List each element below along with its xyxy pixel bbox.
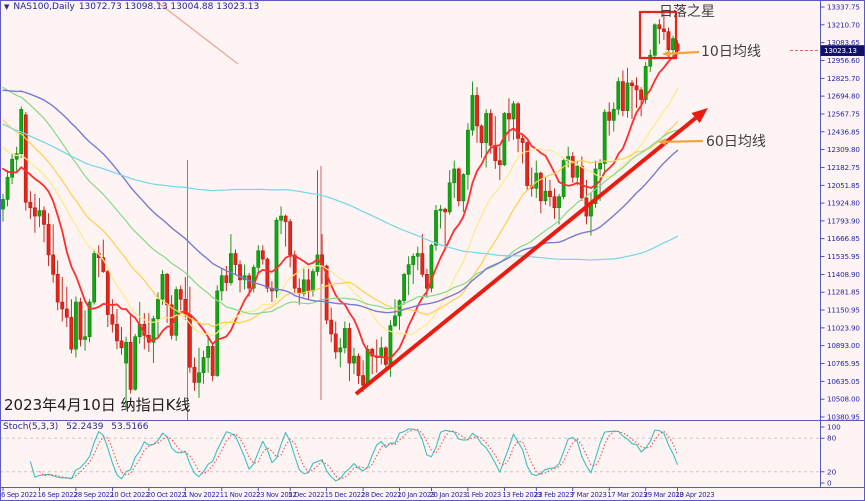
- svg-text:7 Mar 2023: 7 Mar 2023: [571, 491, 607, 499]
- stoch-axis[interactable]: 100 80 20 0: [820, 423, 842, 488]
- uptrend-arrow: [354, 108, 708, 396]
- svg-text:29 Mar 2023: 29 Mar 2023: [644, 491, 684, 499]
- svg-text:1 Nov 2022: 1 Nov 2022: [183, 491, 219, 499]
- ma60-callout-arrow: [658, 138, 704, 146]
- svg-text:10508.00: 10508.00: [827, 395, 860, 404]
- evening-star-rect: [638, 10, 678, 60]
- svg-text:12309.80: 12309.80: [827, 145, 860, 154]
- svg-text:0: 0: [827, 479, 832, 488]
- svg-text:10380.95: 10380.95: [827, 413, 860, 422]
- svg-text:23 Feb 2023: 23 Feb 2023: [534, 491, 573, 499]
- svg-text:11 Nov 2022: 11 Nov 2022: [220, 491, 260, 499]
- ma-line-10: [2, 52, 679, 360]
- svg-text:12567.75: 12567.75: [827, 110, 860, 119]
- stochastic-label: Stoch(5,3,3) 52.2439 53.5166: [3, 423, 154, 432]
- stochastic-d-value: 53.5166: [111, 422, 149, 432]
- chart-title: ▼ NAS100,Daily 13072.73 13098.13 13004.8…: [4, 3, 259, 12]
- svg-text:13210.70: 13210.70: [827, 20, 860, 29]
- svg-text:16 Sep 2022: 16 Sep 2022: [38, 491, 78, 499]
- stoch-k-line: [29, 428, 679, 482]
- evening-star-annotation: 日落之星: [659, 4, 715, 20]
- svg-text:11150.95: 11150.95: [827, 306, 860, 315]
- price-axis[interactable]: 13337.75 13210.70 13083.65 12956.60 12825.70…: [790, 3, 865, 422]
- ma-line-130: [2, 123, 679, 261]
- svg-text:15 Dec 2022: 15 Dec 2022: [325, 491, 365, 499]
- svg-text:5 Dec 2022: 5 Dec 2022: [288, 491, 324, 499]
- svg-text:12956.60: 12956.60: [827, 56, 860, 65]
- stoch-d-line: [39, 428, 679, 480]
- ma-line-60: [2, 89, 679, 314]
- ma10-callout-arrow: [662, 50, 700, 58]
- svg-text:11535.95: 11535.95: [827, 252, 860, 261]
- svg-text:17 Mar 2023: 17 Mar 2023: [607, 491, 647, 499]
- svg-text:13023.13: 13023.13: [824, 46, 857, 55]
- svg-text:10893.00: 10893.00: [827, 341, 860, 350]
- svg-text:10635.05: 10635.05: [827, 377, 860, 386]
- svg-text:11023.90: 11023.90: [827, 323, 860, 332]
- svg-text:20 Oct 2022: 20 Oct 2022: [147, 491, 186, 499]
- svg-text:1 Feb 2023: 1 Feb 2023: [466, 491, 501, 499]
- svg-text:20 Jan 2023: 20 Jan 2023: [430, 491, 467, 499]
- stochastic-k-value: 52.2439: [66, 422, 104, 432]
- svg-text:12051.85: 12051.85: [827, 181, 860, 190]
- event-vertical-lines: [187, 160, 322, 420]
- collapse-icon[interactable]: ▼: [4, 3, 10, 11]
- ma-line-20: [2, 88, 679, 336]
- svg-text:10 Jan 2023: 10 Jan 2023: [398, 491, 435, 499]
- descending-trendline: [153, 0, 239, 65]
- svg-text:10 Apr 2023: 10 Apr 2023: [676, 491, 715, 499]
- ma10-annotation: 10日均线: [701, 44, 761, 60]
- svg-text:10765.95: 10765.95: [827, 359, 860, 368]
- ma-line-30: [2, 119, 679, 328]
- ohlc-values-label: 13072.73 13098.13 13004.88 13023.13: [78, 2, 260, 12]
- svg-text:28 Dec 2022: 28 Dec 2022: [361, 491, 401, 499]
- svg-text:12694.80: 12694.80: [827, 92, 860, 101]
- svg-text:28 Sep 2022: 28 Sep 2022: [74, 491, 114, 499]
- svg-text:10 Oct 2022: 10 Oct 2022: [110, 491, 149, 499]
- svg-text:20: 20: [827, 467, 837, 476]
- svg-text:11924.80: 11924.80: [827, 199, 860, 208]
- svg-text:23 Nov 2022: 23 Nov 2022: [256, 491, 296, 499]
- stoch-level-lines: [0, 437, 820, 473]
- svg-text:13337.75: 13337.75: [827, 3, 860, 12]
- ma-line-45: [2, 86, 679, 315]
- symbol-timeframe-label: NAS100,Daily: [13, 2, 75, 12]
- svg-text:12436.85: 12436.85: [827, 127, 860, 136]
- stochastic-name: Stoch(5,3,3): [3, 422, 59, 432]
- svg-text:11281.85: 11281.85: [827, 288, 860, 297]
- svg-text:13 Feb 2023: 13 Feb 2023: [502, 491, 541, 499]
- ma60-annotation: 60日均线: [706, 134, 766, 150]
- svg-text:100: 100: [827, 423, 841, 432]
- svg-text:11666.85: 11666.85: [827, 234, 860, 243]
- candles-layer: [1, 10, 680, 409]
- svg-text:12182.75: 12182.75: [827, 163, 860, 172]
- svg-text:11408.90: 11408.90: [827, 270, 860, 279]
- svg-text:80: 80: [827, 434, 837, 443]
- svg-text:12825.70: 12825.70: [827, 74, 860, 83]
- svg-text:6 Sep 2022: 6 Sep 2022: [1, 491, 37, 499]
- svg-text:11793.90: 11793.90: [827, 216, 860, 225]
- svg-text:13083.65: 13083.65: [827, 38, 860, 47]
- date-caption: 2023年4月10日 纳指日K线: [4, 396, 191, 414]
